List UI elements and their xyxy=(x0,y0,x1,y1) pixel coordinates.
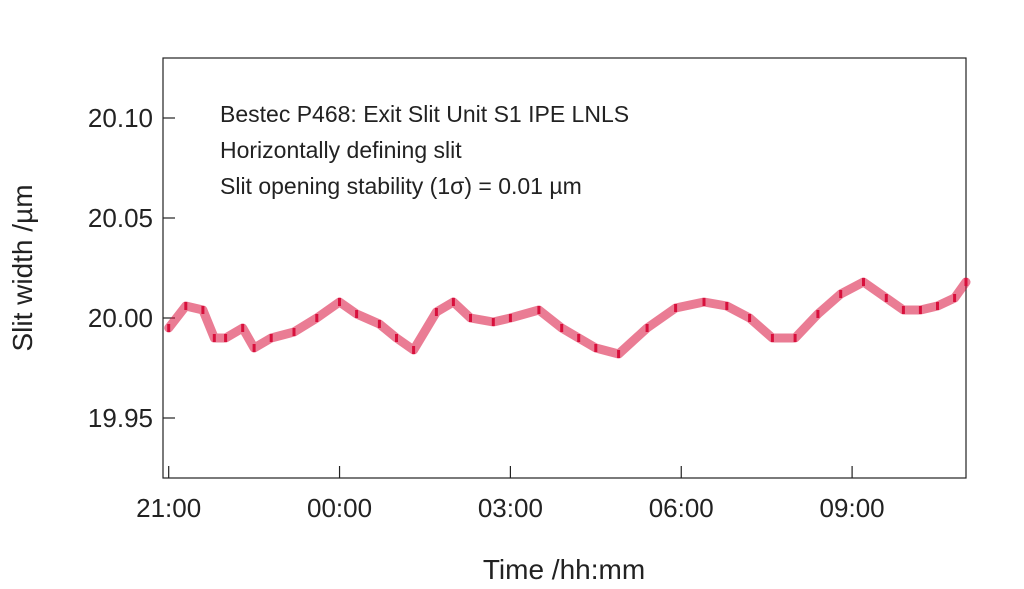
data-point xyxy=(577,334,581,342)
data-point xyxy=(315,314,319,322)
data-point xyxy=(537,306,541,314)
data-point xyxy=(469,314,472,322)
data-point xyxy=(508,314,512,322)
data-point xyxy=(377,320,381,328)
annotation-line-1: Bestec P468: Exit Slit Unit S1 IPE LNLS xyxy=(220,101,629,127)
y-axis-ticks: 20.10 20.05 20.00 19.95 xyxy=(88,103,175,433)
data-point xyxy=(167,324,171,332)
data-point xyxy=(748,314,752,322)
data-point xyxy=(212,334,216,342)
y-tick-label: 19.95 xyxy=(88,403,153,433)
series-band xyxy=(164,277,971,359)
data-point xyxy=(901,306,905,314)
annotation-line-2: Horizontally defining slit xyxy=(220,137,462,163)
data-point xyxy=(770,334,774,342)
data-point xyxy=(241,324,245,332)
y-axis-label: Slit width /µm xyxy=(7,184,38,351)
data-point xyxy=(645,324,649,332)
data-point xyxy=(355,310,359,318)
x-tick-label: 06:00 xyxy=(649,493,714,523)
data-point xyxy=(184,302,188,310)
x-axis-ticks: 21:00 00:00 03:00 06:00 09:00 xyxy=(136,466,885,523)
data-point xyxy=(884,294,888,302)
data-point xyxy=(964,278,968,286)
data-point xyxy=(793,334,797,342)
x-tick-label: 09:00 xyxy=(820,493,885,523)
series-layer xyxy=(164,277,971,359)
y-tick-label: 20.00 xyxy=(88,303,153,333)
y-tick-label: 20.10 xyxy=(88,103,153,133)
data-point xyxy=(201,306,205,314)
y-axis-title: Slit width /µm xyxy=(7,184,38,351)
data-point xyxy=(451,298,455,306)
data-point xyxy=(434,308,438,316)
data-point xyxy=(338,298,341,306)
data-point xyxy=(839,290,843,298)
y-tick-label: 20.05 xyxy=(88,203,153,233)
data-series xyxy=(164,277,971,359)
data-point xyxy=(953,294,957,302)
plot-frame xyxy=(162,57,967,479)
data-point xyxy=(816,310,820,318)
data-point xyxy=(617,350,621,358)
data-point xyxy=(395,334,398,342)
annotation-line-3: Slit opening stability (1σ) = 0.01 µm xyxy=(220,173,582,199)
data-point xyxy=(412,346,416,354)
data-point xyxy=(252,344,256,352)
annotation-block: Bestec P468: Exit Slit Unit S1 IPE LNLS … xyxy=(220,101,629,199)
x-tick-label: 03:00 xyxy=(478,493,543,523)
data-point xyxy=(936,302,939,310)
x-tick-label: 00:00 xyxy=(307,493,372,523)
data-point xyxy=(491,318,495,326)
data-point xyxy=(269,334,273,342)
x-tick-label: 21:00 xyxy=(136,493,201,523)
data-point xyxy=(918,306,922,314)
data-point xyxy=(224,334,228,342)
x-axis-label: Time /hh:mm xyxy=(483,554,645,585)
data-point xyxy=(725,302,729,310)
data-point xyxy=(292,328,296,336)
data-point xyxy=(560,324,564,332)
data-point xyxy=(862,278,865,286)
data-point xyxy=(702,298,706,306)
data-point xyxy=(674,304,678,312)
data-point xyxy=(594,344,598,352)
